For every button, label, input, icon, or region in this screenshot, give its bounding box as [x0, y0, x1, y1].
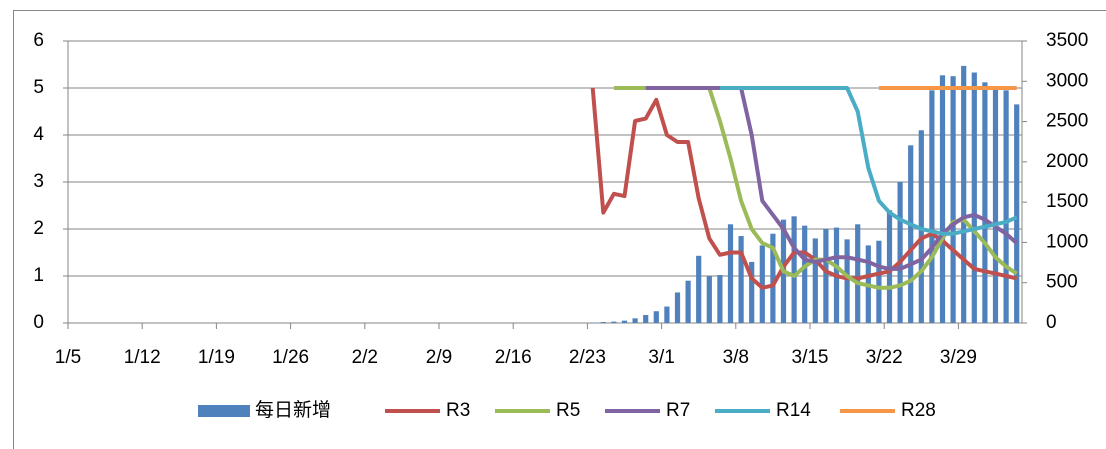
x-tick-label: 1/26 [272, 347, 309, 368]
y-tick-label: 4 [33, 124, 44, 145]
legend-label: R7 [666, 400, 690, 421]
bar [791, 216, 797, 323]
y2-tick-label: 1500 [1046, 191, 1088, 212]
x-tick-label: 3/8 [723, 347, 749, 368]
y2-tick-label: 500 [1046, 272, 1078, 293]
y-tick-label: 3 [33, 171, 44, 192]
bar [918, 130, 924, 323]
bar [855, 224, 861, 323]
line-series [645, 86, 1019, 271]
bar [802, 225, 808, 323]
bar [950, 76, 956, 323]
bar [886, 210, 893, 323]
x-tick-label: 2/23 [569, 347, 606, 368]
bar [759, 245, 765, 323]
x-tick-label: 2/9 [426, 347, 452, 368]
bar [738, 236, 744, 323]
legend-label: R3 [446, 400, 470, 421]
bar [1014, 104, 1020, 323]
y-tick-label: 6 [33, 30, 44, 51]
bar [706, 276, 712, 323]
bar [812, 238, 818, 323]
bar [982, 82, 988, 323]
x-tick-label: 1/19 [198, 347, 235, 368]
y-tick-label: 5 [33, 77, 44, 98]
x-tick-label: 1/5 [55, 347, 81, 368]
line-series [590, 87, 1018, 290]
bar [992, 87, 999, 323]
bar [727, 224, 734, 323]
y2-tick-label: 3000 [1046, 70, 1088, 91]
legend-label: R14 [776, 400, 811, 421]
x-tick-label: 2/2 [352, 347, 378, 368]
bar [696, 255, 702, 323]
bar [643, 315, 649, 323]
y2-tick-label: 2000 [1046, 151, 1088, 172]
bar [770, 233, 776, 323]
bar [823, 228, 829, 323]
bar [600, 322, 606, 323]
x-tick-label: 3/1 [648, 347, 674, 368]
legend-swatch [198, 405, 250, 417]
x-tick-label: 2/16 [495, 347, 532, 368]
bar [664, 306, 670, 323]
y2-tick-label: 1000 [1046, 231, 1088, 252]
x-tick-label: 1/12 [124, 347, 161, 368]
bar [749, 261, 755, 323]
bar [1003, 90, 1009, 323]
bar [632, 318, 638, 323]
bar [961, 65, 967, 323]
bar [844, 239, 850, 323]
bar [929, 90, 935, 323]
bar [876, 240, 882, 323]
line-series [719, 86, 1018, 236]
x-tick-label: 3/29 [940, 347, 977, 368]
legend-label: R5 [556, 400, 580, 421]
bar [717, 275, 723, 323]
y2-tick-label: 0 [1046, 312, 1057, 333]
bar [611, 321, 617, 323]
bar [908, 145, 914, 323]
bar [939, 75, 946, 323]
legend-label: 每日新增 [255, 399, 331, 421]
y-tick-label: 2 [33, 218, 44, 239]
bar [685, 280, 691, 323]
y2-tick-label: 2500 [1046, 111, 1088, 132]
y-tick-label: 1 [33, 265, 44, 286]
bar [897, 182, 903, 323]
bar [621, 320, 628, 323]
legend-label: R28 [901, 400, 936, 421]
bar [971, 72, 977, 324]
x-tick-label: 3/15 [792, 347, 829, 368]
y2-tick-label: 3500 [1046, 30, 1088, 51]
bar [674, 292, 681, 323]
y-tick-label: 0 [33, 312, 44, 333]
x-tick-label: 3/22 [866, 347, 903, 368]
bar [653, 311, 659, 323]
